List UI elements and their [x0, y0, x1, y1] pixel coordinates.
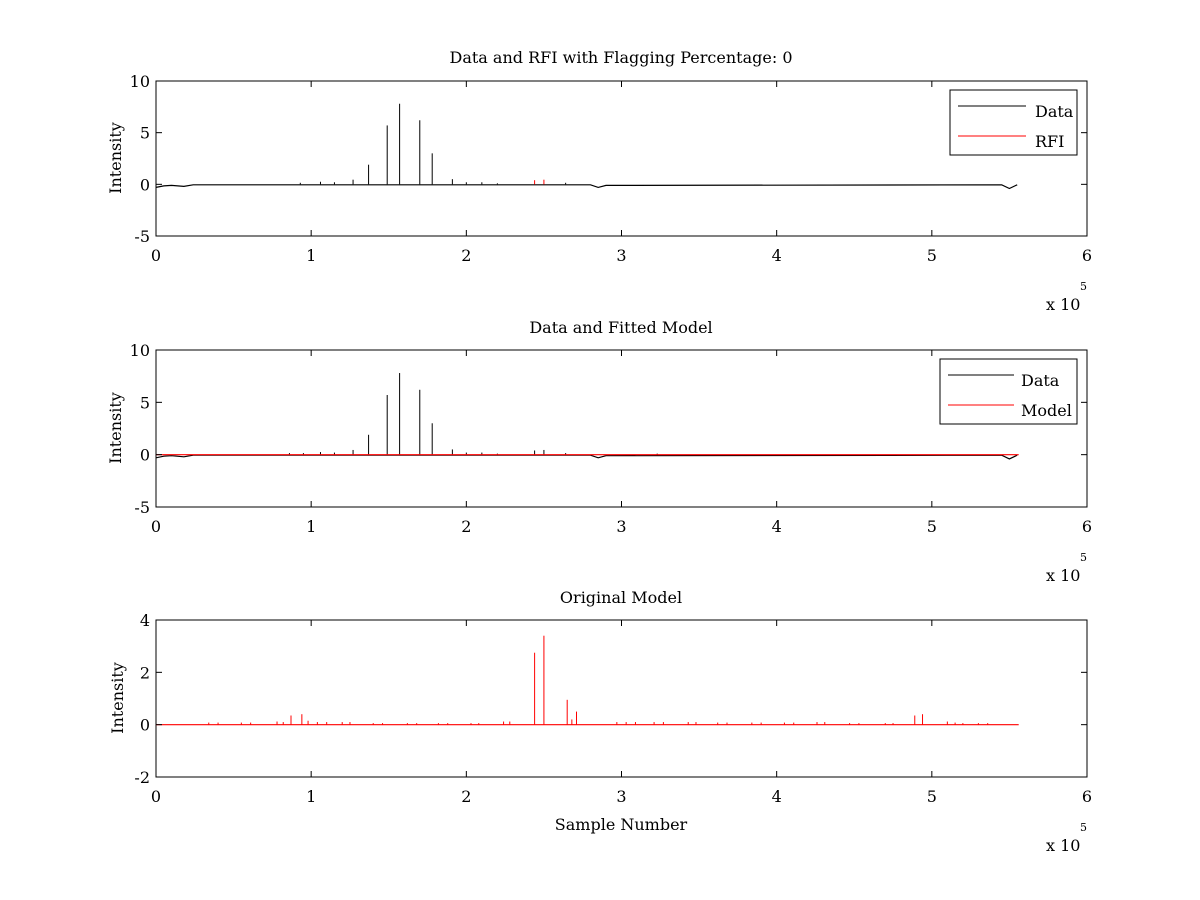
subplot-2-legend-box — [939, 358, 1078, 425]
subplot-2-legend: Data Model — [939, 358, 1078, 425]
ytick-label: 10 — [130, 341, 150, 360]
subplot-2-x-multiplier: x 10 — [1046, 566, 1080, 585]
xtick-label: 4 — [772, 246, 782, 265]
subplot-2-title: Data and Fitted Model — [529, 318, 712, 337]
subplot-2-xticks: 0 1 2 3 4 5 6 — [151, 350, 1092, 536]
subplot-1-title: Data and RFI with Flagging Percentage: 0 — [449, 48, 792, 67]
xtick-label: 2 — [461, 246, 471, 265]
xtick-label: 0 — [151, 246, 161, 265]
subplot-2-axes — [155, 349, 1088, 508]
subplot-3-title: Original Model — [560, 588, 682, 607]
xtick-label: 6 — [1082, 517, 1092, 536]
subplot-3-xticks: 0 1 2 3 4 5 6 — [151, 620, 1092, 806]
subplot-1-yticks: -5 0 5 10 — [130, 72, 1087, 246]
subplot-1-x-exponent: 5 — [1080, 280, 1087, 293]
xtick-label: 2 — [461, 517, 471, 536]
xtick-label: 1 — [306, 787, 316, 806]
xtick-label: 3 — [616, 517, 626, 536]
subplot-1-legend-label-data: Data — [1035, 102, 1074, 121]
ytick-label: -2 — [134, 768, 150, 787]
ytick-label: 5 — [140, 393, 150, 412]
xtick-label: 5 — [927, 246, 937, 265]
subplot-1: Data and RFI with Flagging Percentage: 0… — [106, 48, 1092, 314]
xtick-label: 5 — [927, 787, 937, 806]
ytick-label: -5 — [134, 227, 150, 246]
ytick-label: 0 — [140, 175, 150, 194]
xtick-label: 1 — [306, 517, 316, 536]
xtick-label: 6 — [1082, 246, 1092, 265]
subplot-2-legend-label-model: Model — [1021, 401, 1072, 420]
subplot-1-ylabel: Intensity — [106, 122, 125, 194]
subplot-2-x-exponent: 5 — [1080, 551, 1087, 564]
ytick-label: 5 — [140, 124, 150, 143]
subplot-2-yticks: -5 0 5 10 — [130, 341, 1087, 517]
subplot-1-xticks: 0 1 2 3 4 5 6 — [151, 81, 1092, 265]
xtick-label: 0 — [151, 517, 161, 536]
xtick-label: 0 — [151, 787, 161, 806]
subplot-1-axes — [155, 80, 1088, 237]
subplot-1-x-multiplier: x 10 — [1046, 295, 1080, 314]
subplot-3-x-exponent: 5 — [1080, 821, 1087, 834]
ytick-label: -5 — [134, 498, 150, 517]
ytick-label: 10 — [130, 72, 150, 91]
subplot-3-xlabel: Sample Number — [555, 815, 688, 834]
subplot-1-legend: Data RFI — [949, 89, 1078, 156]
xtick-label: 5 — [927, 517, 937, 536]
xtick-label: 4 — [772, 787, 782, 806]
subplot-2-ylabel: Intensity — [106, 392, 125, 464]
subplot-1-legend-box — [949, 89, 1078, 156]
ytick-label: 0 — [140, 716, 150, 735]
ytick-label: 2 — [140, 663, 150, 682]
subplot-3-yticks: -2 0 2 4 — [134, 611, 1087, 787]
xtick-label: 3 — [616, 246, 626, 265]
subplot-3-ylabel: Intensity — [108, 662, 127, 734]
subplot-3-x-multiplier: x 10 — [1046, 836, 1080, 855]
subplot-3-plot-area — [156, 635, 1019, 726]
subplot-2-plot-area — [155, 373, 1019, 460]
subplot-2-legend-label-data: Data — [1021, 371, 1060, 390]
xtick-label: 2 — [461, 787, 471, 806]
subplot-1-legend-label-rfi: RFI — [1035, 132, 1064, 151]
subplot-1-plot-area — [155, 103, 1018, 190]
ytick-label: 0 — [140, 446, 150, 465]
xtick-label: 1 — [306, 246, 316, 265]
xtick-label: 3 — [616, 787, 626, 806]
xtick-label: 6 — [1082, 787, 1092, 806]
xtick-label: 4 — [772, 517, 782, 536]
ytick-label: 4 — [140, 611, 150, 630]
subplot-3-axes — [155, 619, 1088, 778]
series-line — [155, 184, 1018, 190]
